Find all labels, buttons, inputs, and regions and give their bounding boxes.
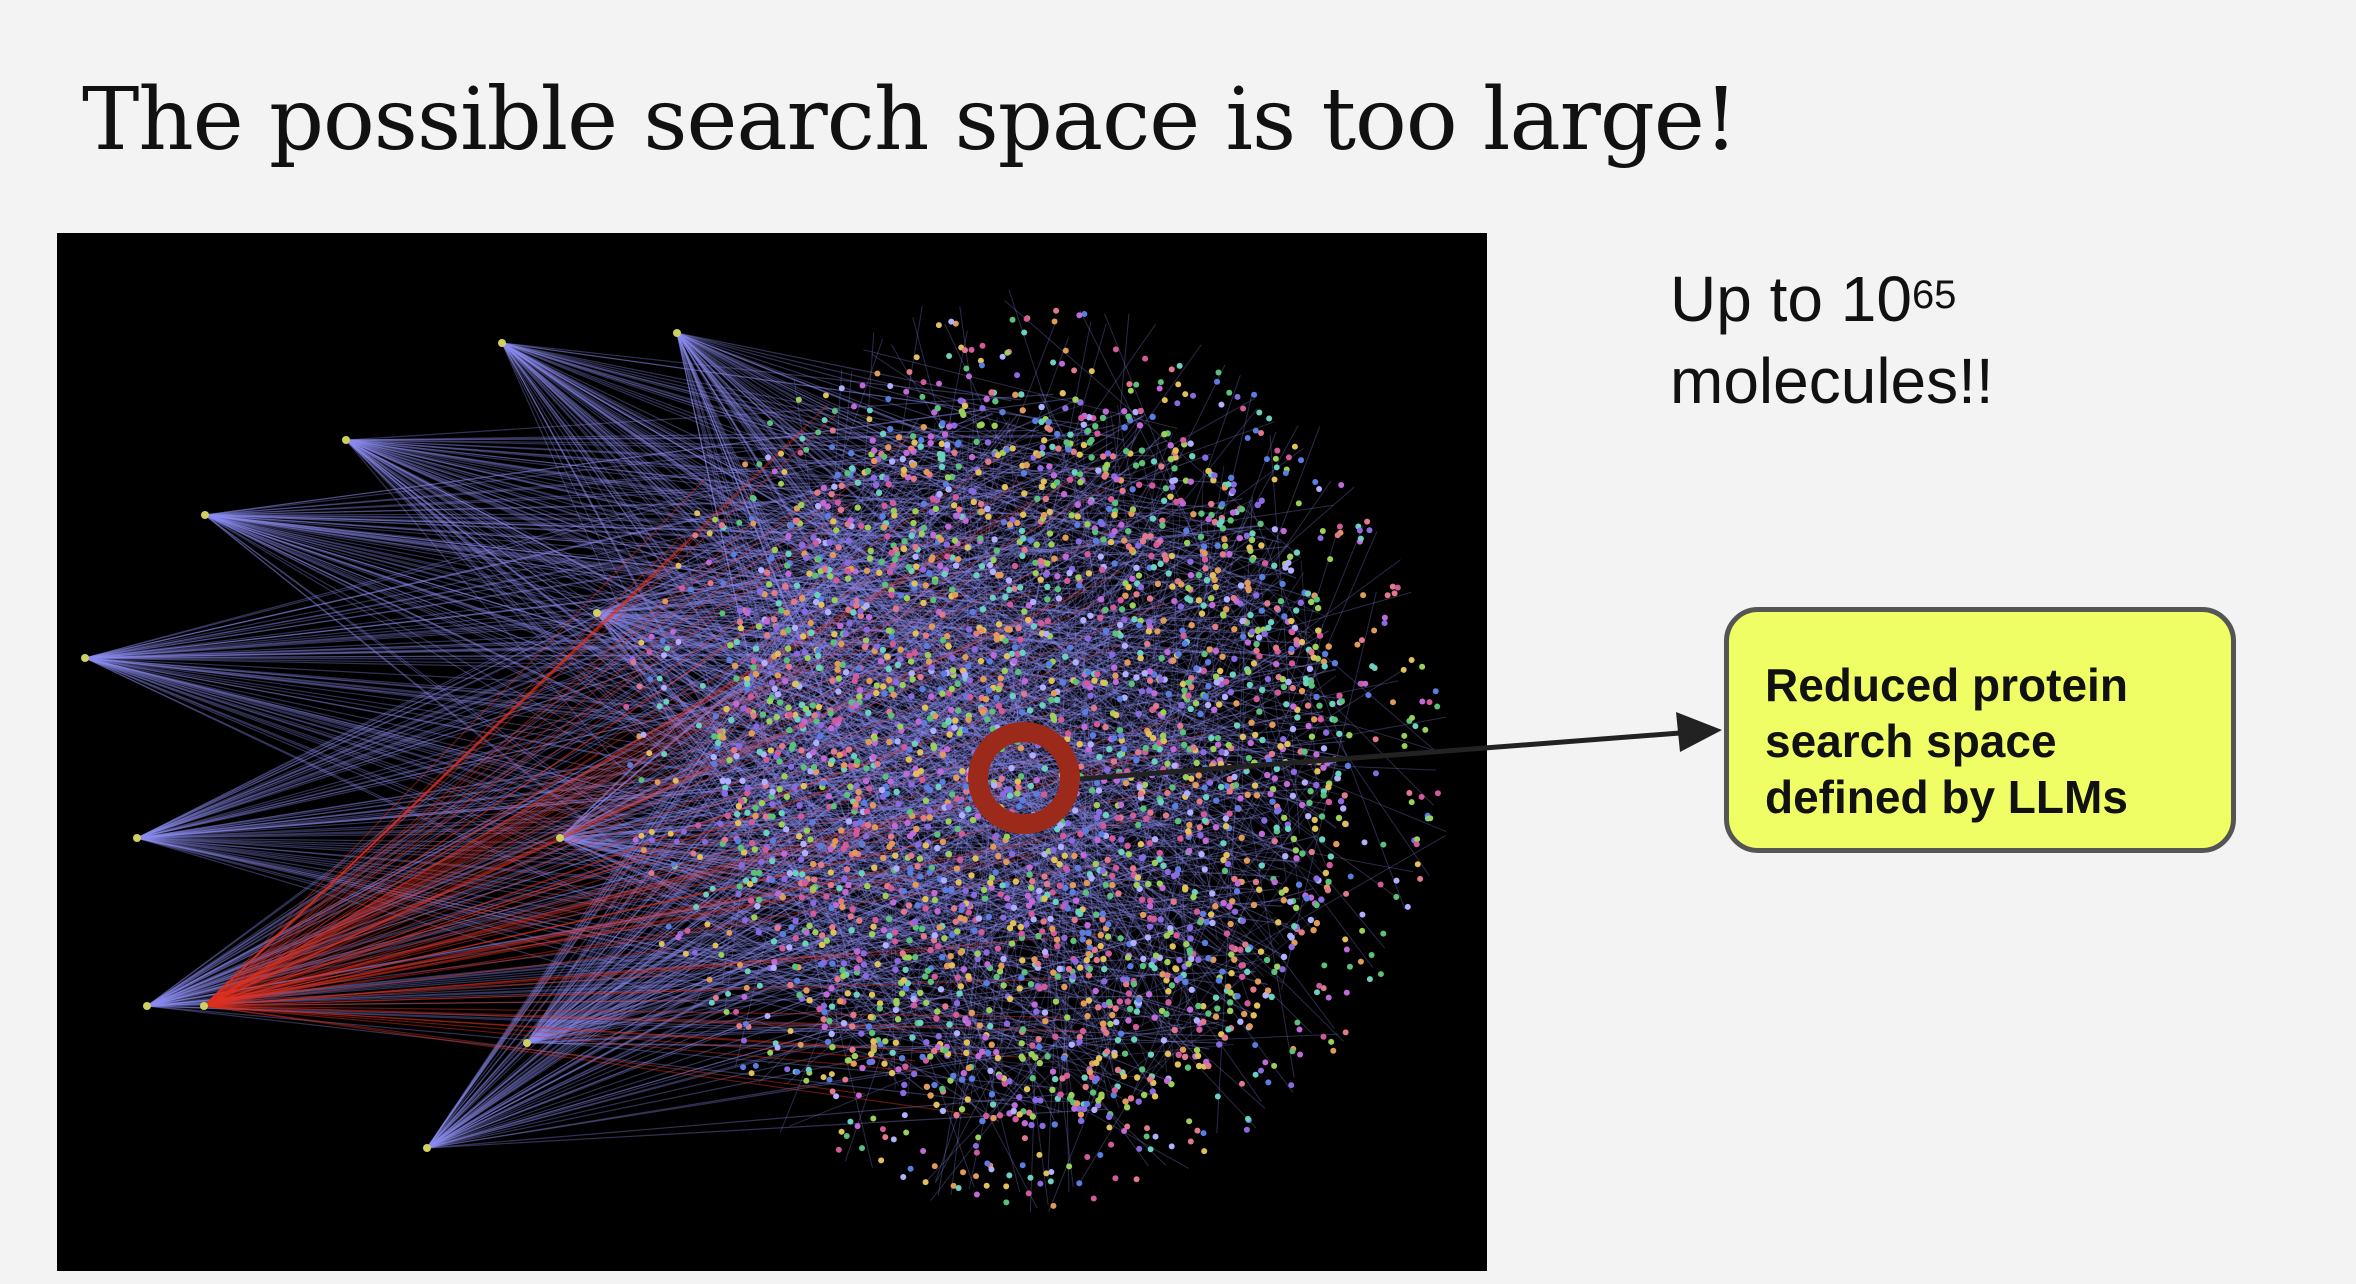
arrow-shaft bbox=[1079, 730, 1681, 782]
count-exponent: 65 bbox=[1911, 273, 1957, 317]
arrow-head bbox=[1676, 712, 1722, 752]
count-prefix: Up to 10 bbox=[1670, 263, 1912, 335]
network-graph-image bbox=[57, 233, 1487, 1271]
network-nodes bbox=[81, 307, 1441, 1209]
network-graph-svg bbox=[81, 289, 1447, 1213]
slide-title: The possible search space is too large! bbox=[82, 70, 1738, 170]
count-suffix: molecules!! bbox=[1670, 345, 1994, 417]
network-edges bbox=[84, 289, 1447, 1213]
callout-box: Reduced protein search space defined by … bbox=[1724, 607, 2236, 853]
molecule-count-text: Up to 1065 molecules!! bbox=[1670, 258, 1994, 422]
highlight-ring-icon bbox=[968, 722, 1080, 834]
